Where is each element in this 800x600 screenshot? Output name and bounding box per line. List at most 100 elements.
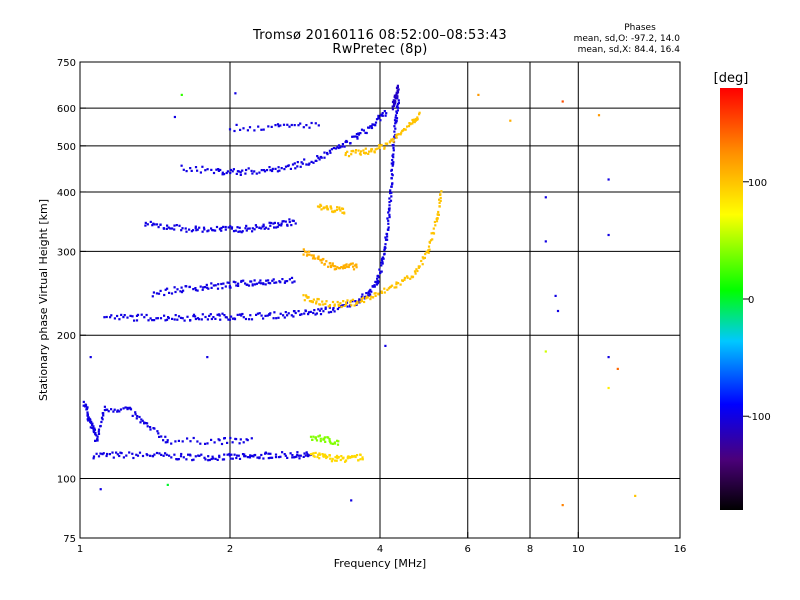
data-point [367,294,370,297]
data-point [332,308,335,311]
data-point [277,222,280,225]
data-point [374,294,377,297]
data-point [331,457,334,460]
data-point [287,312,290,315]
data-point [395,136,398,139]
data-point [265,279,268,282]
data-point [359,132,362,135]
data-point [155,292,158,295]
data-point [436,217,439,220]
data-point [264,226,267,229]
data-point [369,293,372,296]
data-point [198,318,201,321]
data-point [97,455,101,458]
y-tick-label: 500 [57,142,76,153]
data-point [607,178,610,181]
data-point [221,312,224,315]
data-point [403,278,406,281]
data-point [156,430,159,433]
grid [80,62,680,538]
data-point [399,133,402,136]
data-point [166,224,169,227]
data-point [336,457,339,460]
data-point [376,282,379,285]
data-point [421,263,424,266]
y-tick-label: 100 [57,475,76,486]
data-point [320,261,323,264]
data-point [344,140,347,144]
data-point [337,303,340,306]
data-point [403,276,406,279]
data-point [422,257,425,260]
data-point [267,125,270,128]
data-point [274,167,277,170]
data-point [151,319,154,322]
data-point [428,241,431,244]
data-point [208,458,211,462]
data-point [234,92,237,95]
data-point [331,300,335,304]
data-point [157,292,161,295]
data-point [180,286,183,289]
data-point [194,287,197,290]
data-point [247,227,250,230]
data-point [308,126,311,129]
data-point [316,297,319,301]
data-point [134,411,137,414]
data-point [136,415,139,418]
data-point [87,416,90,419]
data-point [242,127,245,130]
data-point [180,291,184,294]
data-point [253,279,256,282]
data-point [317,435,320,438]
data-point [274,124,277,127]
data-point [126,316,129,319]
data-point [318,206,321,209]
data-point [249,314,252,317]
data-point [341,266,345,269]
data-point [93,427,96,430]
data-point [108,453,111,456]
data-point [360,299,363,303]
data-point [267,279,270,282]
data-point [420,259,423,263]
x-tick-label: 4 [377,544,383,555]
data-point [281,278,284,281]
data-point [412,120,415,124]
data-point [381,114,384,117]
data-point [197,454,200,457]
data-point [238,226,241,229]
data-point [634,494,637,497]
data-point [316,155,319,158]
data-point [228,452,231,456]
data-point [268,221,271,224]
data-point [159,223,162,226]
data-point [299,122,302,125]
data-point [224,285,227,288]
phase-stats: Phases mean, sd,O: -97.2, 14.0 mean, sd,… [560,23,680,56]
data-point [253,228,256,231]
data-point [199,285,202,288]
data-point [249,454,252,457]
data-point [330,148,333,151]
data-point [409,277,412,280]
data-point [296,451,299,454]
data-point [208,314,211,317]
data-point [321,453,324,456]
data-point [333,459,336,462]
y-tick-label: 300 [57,247,76,258]
x-tick-label: 2 [227,544,233,555]
data-point [159,289,162,292]
data-point [352,268,356,271]
data-point [421,256,424,259]
data-point [279,281,282,284]
x-tick-label: 1 [77,544,83,555]
data-point [262,223,265,226]
data-point [403,128,406,131]
data-point [194,166,198,169]
data-point [244,227,247,230]
data-point [151,455,155,458]
data-point [231,441,234,444]
data-point [207,229,210,232]
data-point [351,300,354,303]
